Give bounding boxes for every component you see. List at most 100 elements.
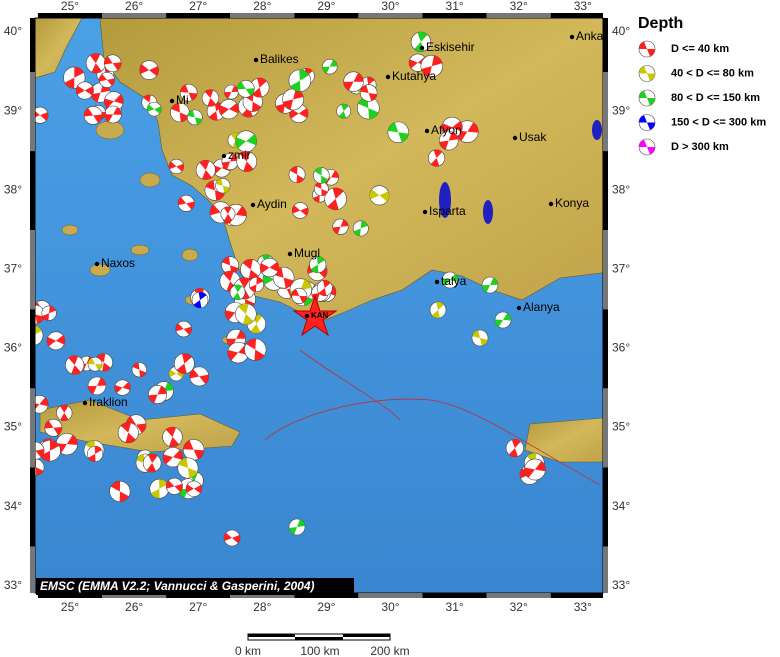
frame-segment xyxy=(603,309,608,389)
beachball xyxy=(223,84,239,100)
city-label: talya xyxy=(441,274,467,288)
beachball-quad xyxy=(193,449,205,460)
city-dot xyxy=(516,305,522,311)
beachball-quad xyxy=(112,107,122,115)
beachball-quad xyxy=(96,353,106,363)
city-label: Isparta xyxy=(429,204,466,218)
lat-tick-label: 36° xyxy=(4,341,22,355)
beachball-quad xyxy=(232,535,240,544)
beachball xyxy=(175,320,192,338)
frame-segment xyxy=(166,593,231,598)
beachball xyxy=(85,53,106,74)
beachball xyxy=(240,259,262,281)
legend-ball-quad xyxy=(647,122,655,130)
scale-label: 0 km xyxy=(235,644,261,657)
beachball-quad xyxy=(332,187,344,199)
beachball-quad xyxy=(235,206,247,217)
lon-tick-label: 30° xyxy=(381,0,399,13)
frame-segment xyxy=(102,593,167,598)
beachball xyxy=(215,178,231,194)
beachball-quad xyxy=(251,101,262,112)
beachball xyxy=(324,187,347,211)
city-label: Naxos xyxy=(101,256,135,270)
beachball-quad xyxy=(433,149,443,159)
beachball xyxy=(179,83,198,102)
beachball-quad xyxy=(290,166,298,175)
beachball-quad xyxy=(262,273,274,285)
beachball xyxy=(505,439,524,458)
beachball-quad xyxy=(166,480,175,489)
beachball-quad xyxy=(215,178,223,186)
lat-tick-label: 40° xyxy=(612,24,630,38)
beachball-quad xyxy=(91,63,102,73)
lon-tick-label: 25° xyxy=(61,0,79,13)
beachball-quad xyxy=(139,64,150,75)
frame-segment xyxy=(422,593,487,598)
beachball-quad xyxy=(46,336,56,347)
beachball-quad xyxy=(199,374,209,384)
beachball xyxy=(189,366,210,387)
beachball-quad xyxy=(148,394,158,404)
beachball-quad xyxy=(76,85,85,95)
beachball-quad xyxy=(320,175,329,184)
lat-tick-label: 39° xyxy=(612,103,630,117)
legend-ball-quad xyxy=(647,98,655,106)
city-label: Kutahya xyxy=(392,69,436,83)
beachball-quad xyxy=(55,335,65,345)
beachball-quad xyxy=(246,134,257,146)
frame-segment xyxy=(102,13,167,18)
beachball xyxy=(259,257,280,278)
beachball xyxy=(149,478,170,499)
beachball-quad xyxy=(84,107,94,117)
beachball-quad xyxy=(289,108,299,119)
beachball xyxy=(244,338,267,361)
beachball-quad xyxy=(49,305,56,314)
city-dot xyxy=(548,201,554,207)
beachball-quad xyxy=(42,313,50,321)
beachball xyxy=(104,105,122,124)
city-label: Afyon xyxy=(431,123,462,137)
beachball-quad xyxy=(179,112,189,122)
beachball xyxy=(237,80,255,98)
beachball xyxy=(248,276,264,293)
land xyxy=(524,417,603,463)
beachball-quad xyxy=(332,226,341,234)
beachball-quad xyxy=(88,357,96,365)
beachball xyxy=(83,106,103,125)
beachball-quad xyxy=(321,188,328,196)
lon-tick-label: 33° xyxy=(574,600,592,614)
beachball xyxy=(236,151,258,172)
beachball-quad xyxy=(353,72,364,82)
lon-tick-label: 25° xyxy=(61,600,79,614)
labels: 25° 25° 26° 26° 27° 27° 28° 28° 29° 29° 30° 30° 31° 3… xyxy=(4,0,631,614)
beachball xyxy=(131,362,147,378)
beachball-quad xyxy=(104,114,113,122)
beachball-quad xyxy=(314,167,322,176)
lat-tick-label: 39° xyxy=(4,103,22,117)
beachball-quad xyxy=(235,137,247,149)
beachball-quad xyxy=(119,491,129,502)
beachball xyxy=(39,439,61,462)
beachball xyxy=(99,72,115,88)
legend-symbol xyxy=(638,114,656,131)
beachball-quad xyxy=(230,132,239,141)
beachball-quad xyxy=(183,326,192,335)
lon-tick-label: 26° xyxy=(125,600,143,614)
beachball-quad xyxy=(275,103,286,114)
lat-tick-label: 38° xyxy=(4,182,22,196)
beachball-quad xyxy=(273,267,284,278)
beachball xyxy=(56,404,73,422)
beachball-quad xyxy=(225,310,236,321)
beachball-quad xyxy=(439,140,449,150)
beachball xyxy=(221,153,239,171)
beachball xyxy=(46,331,66,351)
frame-segment xyxy=(603,546,608,593)
beachball-quad xyxy=(292,205,301,214)
beachball-quad xyxy=(379,191,390,202)
map-body xyxy=(35,18,603,593)
lat-tick-label: 35° xyxy=(612,420,630,434)
beachball xyxy=(220,206,236,222)
frame-segment xyxy=(358,593,423,598)
beachball-quad xyxy=(482,285,490,293)
beachball-quad xyxy=(322,66,330,74)
